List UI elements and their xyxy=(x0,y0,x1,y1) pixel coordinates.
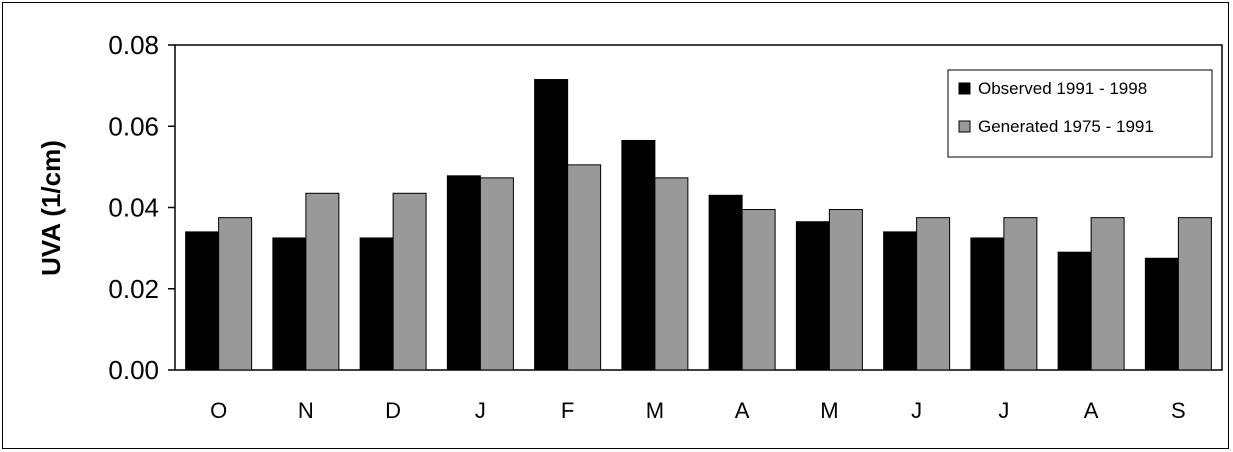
bar-generated xyxy=(654,177,689,371)
bar-generated xyxy=(392,192,427,371)
bar-generated xyxy=(218,217,253,371)
x-tick-label: J xyxy=(475,398,486,423)
x-tick-label: M xyxy=(820,398,838,423)
y-tick-label: 0.00 xyxy=(108,355,159,385)
bar-observed xyxy=(185,231,220,371)
legend-label: Generated 1975 - 1991 xyxy=(978,117,1154,136)
bar-observed xyxy=(534,79,569,371)
bar-generated xyxy=(1177,217,1212,371)
bar-observed xyxy=(446,175,481,371)
bar-generated xyxy=(305,192,340,371)
legend-swatch xyxy=(958,82,971,95)
x-tick-label: M xyxy=(646,398,664,423)
y-tick-label: 0.08 xyxy=(108,30,159,60)
x-tick-label: O xyxy=(210,398,227,423)
bar-generated xyxy=(479,177,514,371)
bar-observed xyxy=(970,237,1005,371)
legend-box xyxy=(947,69,1213,158)
bar-observed xyxy=(1057,251,1092,371)
bar-observed xyxy=(795,221,830,371)
legend-label: Observed 1991 - 1998 xyxy=(978,79,1147,98)
legend-swatch xyxy=(958,120,971,133)
bar-generated xyxy=(567,164,602,371)
x-tick-label: J xyxy=(998,398,1009,423)
bar-observed xyxy=(708,194,743,371)
y-tick-label: 0.06 xyxy=(108,111,159,141)
x-tick-label: D xyxy=(385,398,401,423)
bars-group xyxy=(185,79,1212,371)
x-tick-label: J xyxy=(911,398,922,423)
bar-generated xyxy=(1090,217,1125,371)
x-tick-label: F xyxy=(561,398,574,423)
y-axis-ticks: 0.00 0.02 0.04 0.06 0.08 xyxy=(108,30,175,385)
x-tick-label: A xyxy=(1084,398,1099,423)
y-tick-label: 0.04 xyxy=(108,193,159,223)
bar-observed xyxy=(272,237,307,371)
bar-observed xyxy=(883,231,918,371)
bar-generated xyxy=(828,209,863,371)
legend: Observed 1991 - 1998 Generated 1975 - 199… xyxy=(947,69,1213,158)
bar-observed xyxy=(359,237,394,371)
y-tick-label: 0.02 xyxy=(108,274,159,304)
bar-generated xyxy=(1003,217,1038,371)
bar-generated xyxy=(916,217,951,371)
bar-observed xyxy=(1144,257,1179,371)
y-axis-title: UVA (1/cm) xyxy=(36,140,66,276)
x-tick-label: N xyxy=(298,398,314,423)
bar-generated xyxy=(741,209,776,371)
x-tick-label: A xyxy=(735,398,750,423)
x-tick-label: S xyxy=(1171,398,1186,423)
bar-observed xyxy=(621,139,656,371)
